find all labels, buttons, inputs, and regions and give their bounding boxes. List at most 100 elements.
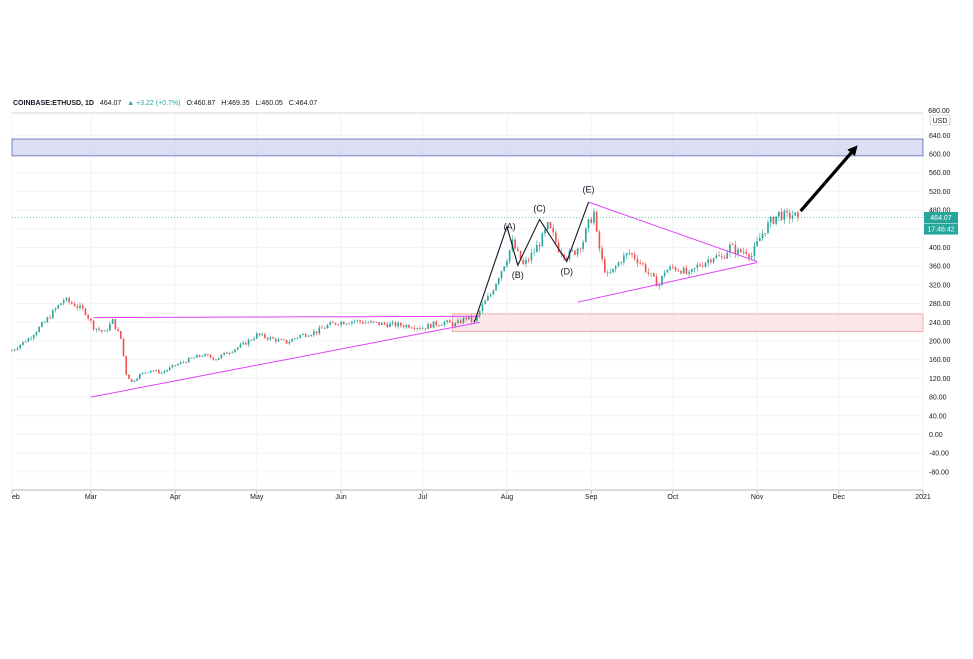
candle-body bbox=[707, 259, 709, 263]
candle-body bbox=[73, 303, 76, 307]
wave-label: (B) bbox=[512, 270, 524, 280]
candle-body bbox=[546, 222, 549, 230]
candle-body bbox=[791, 215, 794, 219]
candle-body bbox=[32, 335, 35, 339]
candle-body bbox=[201, 356, 204, 357]
trendline bbox=[93, 315, 480, 319]
candle-body bbox=[209, 355, 212, 358]
legend-low: L:460.05 bbox=[256, 100, 283, 107]
candle-body bbox=[356, 320, 359, 322]
gridlines bbox=[11, 113, 924, 490]
candle-body bbox=[255, 333, 258, 339]
currency-button[interactable] bbox=[929, 114, 951, 126]
candle-body bbox=[318, 327, 321, 334]
candle-body bbox=[79, 305, 81, 308]
currency-label: USD bbox=[933, 118, 948, 125]
legend-high: H:469.35 bbox=[221, 100, 250, 107]
candle-body bbox=[334, 322, 337, 325]
candle-body bbox=[359, 320, 361, 322]
candle-body bbox=[484, 300, 486, 305]
candle-body bbox=[416, 328, 419, 329]
candle-body bbox=[223, 352, 225, 355]
wave-label: (E) bbox=[583, 184, 595, 194]
candle-body bbox=[549, 222, 552, 229]
price-tick-label: 200.00 bbox=[929, 339, 951, 346]
candle-body bbox=[652, 273, 655, 277]
price-tick-label: 560.00 bbox=[929, 170, 951, 177]
candle-body bbox=[247, 339, 250, 345]
candle-body bbox=[739, 249, 742, 253]
candle-body bbox=[419, 328, 421, 329]
candle-body bbox=[742, 251, 745, 253]
time-axis[interactable]: eb Mar Apr May Jun Jul Aug Sep Oct Nov Dec 2021 bbox=[11, 490, 931, 501]
candle-body bbox=[470, 316, 473, 322]
candle-body bbox=[723, 257, 726, 259]
price-tick-label: 0.00 bbox=[929, 432, 943, 439]
candle-body bbox=[715, 255, 718, 259]
candle-body bbox=[280, 339, 283, 341]
candle-body bbox=[756, 241, 758, 246]
candle-body bbox=[636, 258, 639, 264]
candle-body bbox=[245, 342, 247, 345]
candle-body bbox=[710, 259, 712, 263]
candle-body bbox=[114, 319, 117, 330]
candle-body bbox=[767, 222, 769, 234]
candle-body bbox=[737, 249, 739, 254]
candle-body bbox=[574, 250, 576, 255]
candle-body bbox=[745, 251, 748, 255]
candle-body bbox=[274, 338, 277, 342]
candle-body bbox=[647, 271, 650, 274]
candle-body bbox=[699, 264, 701, 266]
candle-body bbox=[122, 338, 125, 357]
candle-body bbox=[718, 255, 720, 257]
candle-body bbox=[321, 327, 323, 329]
candle-body bbox=[658, 285, 661, 287]
time-tick-label: 2021 bbox=[915, 494, 931, 501]
candle-body bbox=[661, 275, 663, 286]
candle-body bbox=[726, 252, 729, 259]
candle-body bbox=[299, 335, 302, 338]
candle-body bbox=[345, 323, 348, 325]
candle-body bbox=[451, 322, 454, 327]
candle-body bbox=[582, 241, 584, 249]
candle-body bbox=[198, 355, 201, 357]
candle-body bbox=[35, 332, 38, 336]
price-tick-label: 480.00 bbox=[929, 208, 951, 215]
legend-open: O:460.87 bbox=[186, 100, 215, 107]
price-tick-label: -80.00 bbox=[929, 469, 949, 476]
candle-body bbox=[682, 267, 685, 274]
candle-body bbox=[753, 245, 756, 257]
candle-body bbox=[185, 362, 187, 363]
legend-change: ▲ +3.22 (+0.7%) bbox=[127, 100, 180, 107]
price-axis[interactable]: 640.00600.00560.00520.00480.00440.00400.… bbox=[929, 133, 951, 477]
candle-body bbox=[27, 338, 30, 342]
candle-body bbox=[206, 354, 209, 356]
candle-body bbox=[685, 267, 688, 274]
candle-body bbox=[633, 254, 636, 259]
candle-body bbox=[109, 323, 111, 331]
candle-body bbox=[489, 294, 492, 297]
candle-body bbox=[163, 371, 166, 373]
wave-label: (D) bbox=[561, 267, 574, 277]
candle-body bbox=[65, 297, 68, 301]
candle-body bbox=[410, 327, 413, 329]
candle-body bbox=[772, 216, 775, 224]
candle-body bbox=[666, 269, 669, 273]
candle-body bbox=[22, 341, 24, 345]
candle-body bbox=[215, 359, 217, 361]
candle-body bbox=[693, 267, 696, 270]
candle-body bbox=[49, 317, 51, 319]
candle-body bbox=[541, 233, 544, 247]
candle-body bbox=[457, 320, 459, 324]
candle-body bbox=[16, 348, 19, 350]
candle-body bbox=[62, 300, 65, 304]
candle-body bbox=[288, 341, 291, 344]
trendline bbox=[577, 261, 758, 303]
candle-body bbox=[269, 337, 272, 340]
legend-symbol: COINBASE:ETHUSD, 1D bbox=[13, 100, 94, 107]
wave-label: (C) bbox=[533, 204, 546, 214]
candle-body bbox=[623, 255, 625, 263]
candle-body bbox=[538, 244, 541, 247]
candle-body bbox=[370, 321, 372, 323]
candle-body bbox=[438, 325, 440, 327]
